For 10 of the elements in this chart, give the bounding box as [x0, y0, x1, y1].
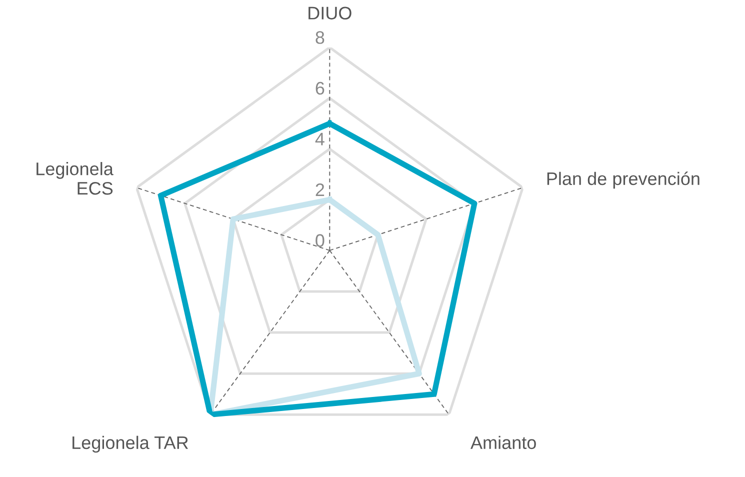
- y-tick-label: 4: [315, 132, 324, 146]
- y-tick-label: 2: [316, 183, 324, 196]
- y-tick-label: 8: [316, 31, 324, 44]
- y-tick-label: 0: [316, 234, 324, 247]
- spoke-label: DIUO: [308, 6, 352, 20]
- spoke-label: Plan de prevención: [547, 172, 700, 189]
- y-tick-label: 6: [316, 82, 324, 95]
- spoke-label: Amianto: [470, 436, 536, 450]
- spoke-label: Legionela ECS: [36, 162, 114, 195]
- spoke-label: Legionela TAR: [72, 436, 188, 453]
